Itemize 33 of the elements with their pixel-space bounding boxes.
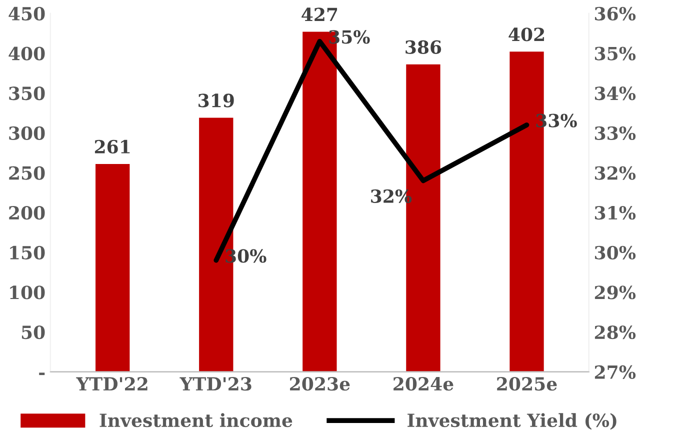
data-label: 427 (302, 8, 338, 22)
data-label: 386 (406, 40, 442, 54)
y-tick-label: 450 (8, 6, 45, 21)
bar (96, 164, 130, 372)
x-tick-label: 2025e (497, 377, 557, 391)
y-tick-label: 150 (10, 246, 45, 260)
y2-tick-label: 31% (594, 206, 636, 220)
y-tick-label: 250 (9, 166, 45, 180)
y2-tick-label: 28% (594, 325, 636, 340)
y2-tick-label: 29% (594, 286, 636, 300)
legend-label: Investment Yield (%) (408, 413, 616, 430)
data-label: 319 (198, 94, 234, 108)
y-tick-label: 350 (9, 86, 45, 100)
y-tick-label: 100 (10, 286, 45, 300)
y-tick-label: 200 (9, 206, 45, 220)
y2-tick-label: 32% (594, 166, 636, 180)
y-tick-label: - (39, 372, 45, 376)
y-tick-label: 400 (8, 46, 45, 60)
y2-tick-label: 35% (594, 46, 636, 60)
y-tick-label: 300 (9, 126, 45, 140)
data-label: 402 (508, 28, 544, 42)
x-tick-label: YTD'23 (180, 377, 252, 391)
x-tick-label: YTD'22 (76, 377, 148, 390)
y2-tick-label: 30% (594, 246, 636, 260)
data-label: 261 (94, 140, 130, 154)
y2-tick-label: 36% (594, 6, 636, 21)
y2-tick-label: 34% (594, 86, 636, 100)
x-tick-label: 2024e (394, 377, 454, 391)
x-tick-label: 2023e (290, 377, 350, 391)
y2-tick-label: 27% (594, 365, 636, 379)
y-tick-label: 50 (22, 325, 45, 340)
legend-label: Investment income (100, 413, 292, 428)
y2-tick-label: 33% (594, 126, 636, 140)
